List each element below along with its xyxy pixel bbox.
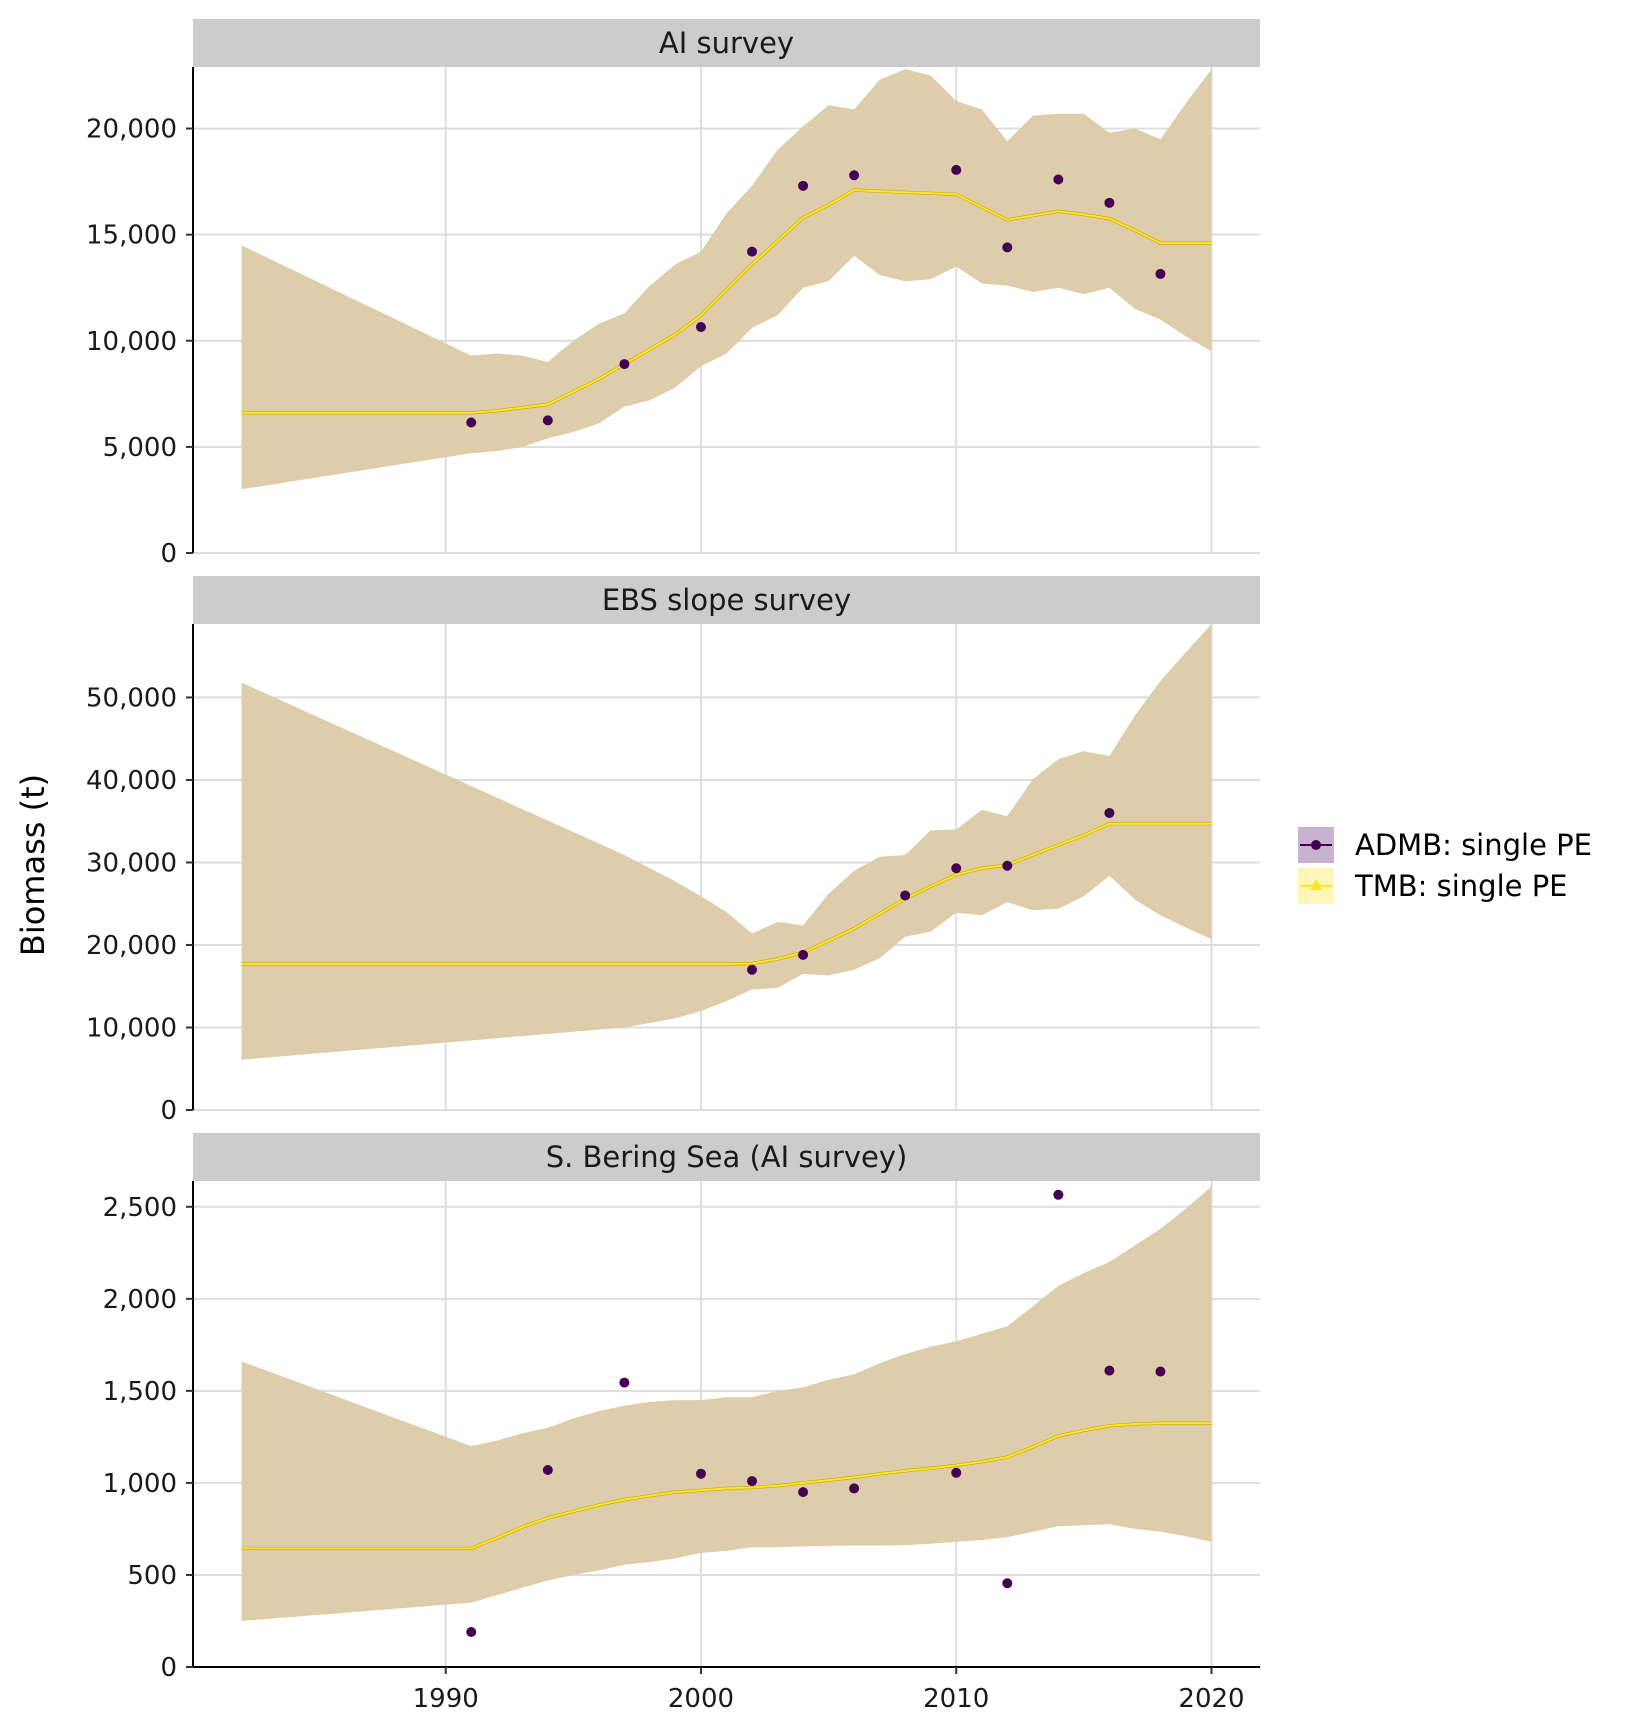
- y-tick-label: 1,500: [103, 1377, 177, 1407]
- observation-point: [1104, 807, 1115, 818]
- y-tick-label: 20,000: [86, 115, 177, 145]
- y-tick-label: 1,000: [103, 1469, 177, 1499]
- panel-strip: [193, 1133, 1260, 1181]
- observation-point: [619, 359, 630, 370]
- y-tick-label: 2,000: [103, 1285, 177, 1315]
- observation-point: [619, 1377, 630, 1388]
- legend-item-admb-single-pe: ADMB: single PE: [1298, 827, 1592, 863]
- x-tick-label: 1990: [413, 1684, 479, 1714]
- observation-point: [542, 1465, 553, 1476]
- observation-point: [747, 246, 758, 257]
- observation-point: [951, 1467, 962, 1478]
- y-tick-label: 5,000: [103, 433, 177, 463]
- observation-point: [695, 321, 706, 332]
- y-tick-label: 0: [160, 539, 177, 569]
- legend-label: ADMB: single PE: [1355, 828, 1592, 862]
- legend: ADMB: single PE TMB: single PE: [1298, 827, 1592, 904]
- observation-point: [798, 1487, 809, 1498]
- tmb-estimate-line: [241, 822, 1212, 965]
- observation-point: [798, 949, 809, 960]
- y-tick-label: 0: [160, 1653, 177, 1683]
- observation-point: [951, 164, 962, 175]
- tmb-estimate-line: [241, 1422, 1212, 1550]
- tmb-estimate-line: [241, 189, 1212, 414]
- y-tick-label: 30,000: [86, 848, 177, 878]
- observation-point: [900, 890, 911, 901]
- observation-point: [1002, 242, 1013, 253]
- panel-strip: [193, 576, 1260, 624]
- observation-point: [951, 863, 962, 874]
- observation-point: [1002, 860, 1013, 871]
- observation-point: [542, 415, 553, 426]
- observation-point: [466, 1627, 477, 1638]
- observation-point: [1155, 1366, 1166, 1377]
- confidence-ribbon: [241, 624, 1212, 1060]
- y-axis-title: Biomass (t): [14, 774, 52, 956]
- legend-item-tmb-single-pe: TMB: single PE: [1298, 868, 1568, 904]
- y-tick-label: 0: [160, 1096, 177, 1126]
- observation-point: [849, 1483, 860, 1494]
- observation-point: [1002, 1578, 1013, 1589]
- observation-point: [695, 1468, 706, 1479]
- observation-point: [1104, 197, 1115, 208]
- observation-point: [1155, 268, 1166, 279]
- observation-point: [747, 964, 758, 975]
- y-tick-label: 15,000: [86, 221, 177, 251]
- y-tick-label: 10,000: [86, 1013, 177, 1043]
- panel-title: EBS slope survey: [602, 583, 851, 617]
- panel-title: AI survey: [659, 26, 794, 60]
- x-tick-label: 2010: [923, 1684, 989, 1714]
- y-tick-label: 20,000: [86, 931, 177, 961]
- legend-key-triangle: [1310, 879, 1322, 890]
- panel-title: S. Bering Sea (AI survey): [546, 1140, 908, 1174]
- legend-label: TMB: single PE: [1354, 869, 1568, 903]
- y-tick-label: 2,500: [103, 1193, 177, 1223]
- confidence-ribbon: [241, 1186, 1212, 1621]
- observation-point: [1053, 1189, 1064, 1200]
- panel-ai-survey: AI survey 0 5,000 10,000 15,000 20,000: [86, 19, 1260, 569]
- panel-ebs-slope-survey: EBS slope survey 0 10,000 20,000 30,000 40,00…: [86, 576, 1260, 1126]
- y-tick-label: 500: [127, 1561, 177, 1591]
- y-tick-label: 50,000: [86, 683, 177, 713]
- panel-s-bering-sea-ai-survey: S. Bering Sea (AI survey) 0 500 1,000 1,500 2…: [103, 1133, 1260, 1714]
- confidence-ribbon: [241, 69, 1212, 490]
- panel-strip: [193, 19, 1260, 67]
- observation-point: [747, 1476, 758, 1487]
- observation-point: [1104, 1365, 1115, 1376]
- x-tick-label: 2000: [668, 1684, 734, 1714]
- y-tick-label: 10,000: [86, 327, 177, 357]
- legend-key-point: [1311, 840, 1321, 850]
- observation-point: [849, 170, 860, 181]
- observation-point: [798, 180, 809, 191]
- y-tick-label: 40,000: [86, 766, 177, 796]
- observation-point: [466, 417, 477, 428]
- observation-point: [1053, 174, 1064, 185]
- x-tick-label: 2020: [1178, 1684, 1244, 1714]
